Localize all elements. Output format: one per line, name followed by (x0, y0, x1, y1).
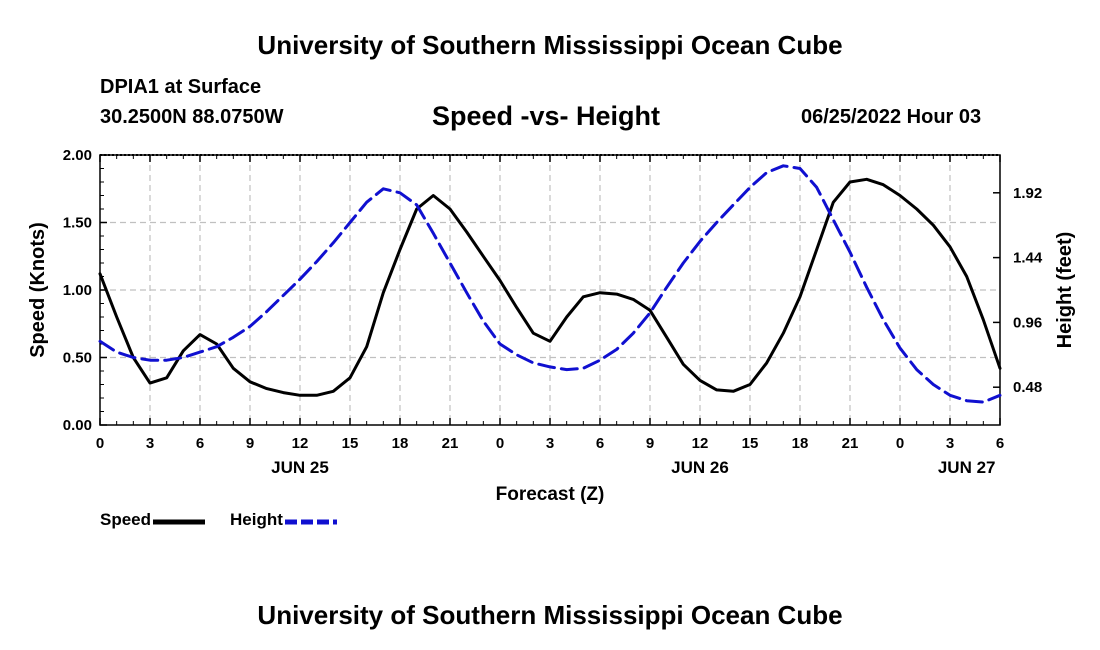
y-tick-label: 0.50 (63, 350, 92, 367)
series-line-height (98, 164, 1002, 404)
x-day-label: JUN 27 (938, 458, 996, 477)
x-tick-label: 3 (146, 435, 154, 452)
x-tick-label: 6 (996, 435, 1004, 452)
x-tick-label: 0 (896, 435, 904, 452)
speed-height-chart: 0 3 6 9 12 15 18 21 0 3 6 9 12 15 18 21 0 3 6 0.00 0.50 1.00 1… (27, 147, 1076, 505)
x-tick-label: 12 (692, 435, 709, 452)
x-tick-label: 9 (246, 435, 254, 452)
x-tick-label: 6 (596, 435, 604, 452)
y-tick-label: 1.00 (63, 282, 92, 299)
y2-axis-title: Height (feet) (1054, 232, 1076, 349)
x-tick-label: 18 (792, 435, 809, 452)
x-tick-label: 3 (946, 435, 954, 452)
x-tick-label: 0 (496, 435, 504, 452)
x-day-label: JUN 25 (271, 458, 329, 477)
legend-item-height: Height (230, 510, 339, 530)
y2-tick-label: 0.48 (1013, 379, 1042, 396)
x-tick-label: 15 (342, 435, 359, 452)
footer-title: University of Southern Mississippi Ocean… (257, 600, 843, 630)
x-tick-label: 6 (196, 435, 204, 452)
series-line-speed (98, 177, 1002, 397)
x-axis-title: Forecast (Z) (496, 484, 605, 505)
x-tick-label: 0 (96, 435, 104, 452)
chart-title: Speed -vs- Height (432, 101, 661, 131)
station-name: DPIA1 at Surface (100, 76, 262, 98)
x-tick-label: 18 (392, 435, 409, 452)
y2-tick-label: 1.44 (1013, 250, 1043, 267)
legend-label-speed: Speed (100, 510, 152, 529)
chart-datetime: 06/25/2022 Hour 03 (801, 106, 982, 128)
y-tick-label: 0.00 (63, 417, 92, 434)
legend-label-height: Height (230, 510, 283, 529)
x-tick-label: 12 (292, 435, 309, 452)
y-tick-label: 2.00 (63, 147, 92, 164)
x-tick-label: 21 (442, 435, 459, 452)
y-axis-title: Speed (Knots) (27, 222, 49, 358)
x-tick-label: 15 (742, 435, 759, 452)
y2-tick-label: 0.96 (1013, 314, 1042, 331)
x-tick-label: 9 (646, 435, 654, 452)
x-day-label: JUN 26 (671, 458, 729, 477)
y-tick-label: 1.50 (63, 215, 92, 232)
station-coordinates: 30.2500N 88.0750W (100, 106, 284, 128)
y2-tick-label: 1.92 (1013, 185, 1042, 202)
x-tick-label: 3 (546, 435, 554, 452)
legend-swatch-speed (153, 519, 206, 525)
page-title: University of Southern Mississippi Ocean… (257, 30, 843, 60)
x-tick-label: 21 (842, 435, 859, 452)
legend-item-speed: Speed (100, 510, 207, 530)
legend-swatch-height (284, 519, 337, 525)
